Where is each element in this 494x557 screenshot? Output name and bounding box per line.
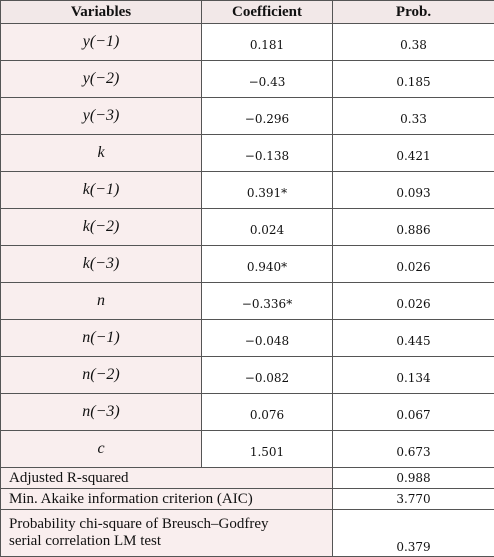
variable-cell: n(−3) <box>1 394 202 431</box>
variable-cell: n <box>1 283 202 320</box>
stat-label: Min. Akaike information criterion (AIC) <box>1 489 333 510</box>
variable-cell: k <box>1 135 202 172</box>
prob-cell: 0.134 <box>333 357 494 394</box>
coefficient-cell: −0.336* <box>202 283 333 320</box>
variable-cell: n(−2) <box>1 357 202 394</box>
table-row: k(−2) 0.024 0.886 <box>1 209 494 246</box>
coefficient-cell: −0.082 <box>202 357 333 394</box>
variable-cell: y(−2) <box>1 61 202 98</box>
table-row: k −0.138 0.421 <box>1 135 494 172</box>
table-row: k(−3) 0.940* 0.026 <box>1 246 494 283</box>
prob-cell: 0.185 <box>333 61 494 98</box>
coefficient-cell: −0.43 <box>202 61 333 98</box>
coefficient-cell: 1.501 <box>202 431 333 468</box>
prob-cell: 0.026 <box>333 246 494 283</box>
variable-cell: y(−3) <box>1 98 202 135</box>
coefficient-cell: 0.024 <box>202 209 333 246</box>
prob-cell: 0.886 <box>333 209 494 246</box>
stat-row-aic: Min. Akaike information criterion (AIC) … <box>1 489 494 510</box>
table-row: c 1.501 0.673 <box>1 431 494 468</box>
prob-cell: 0.445 <box>333 320 494 357</box>
stat-label-line-2: serial correlation LM test <box>9 533 332 550</box>
coefficient-cell: 0.076 <box>202 394 333 431</box>
table-row: n −0.336* 0.026 <box>1 283 494 320</box>
coefficient-cell: −0.048 <box>202 320 333 357</box>
prob-cell: 0.38 <box>333 24 494 61</box>
variable-cell: n(−1) <box>1 320 202 357</box>
prob-cell: 0.421 <box>333 135 494 172</box>
prob-cell: 0.026 <box>333 283 494 320</box>
coefficient-cell: 0.181 <box>202 24 333 61</box>
coefficient-cell: 0.391* <box>202 172 333 209</box>
stat-label: Adjusted R-squared <box>1 468 333 489</box>
prob-cell: 0.33 <box>333 98 494 135</box>
table-row: k(−1) 0.391* 0.093 <box>1 172 494 209</box>
variable-cell: k(−1) <box>1 172 202 209</box>
coefficient-cell: −0.296 <box>202 98 333 135</box>
stat-value: 0.988 <box>333 468 494 489</box>
prob-cell: 0.673 <box>333 431 494 468</box>
table-row: y(−3) −0.296 0.33 <box>1 98 494 135</box>
header-variables: Variables <box>1 1 202 24</box>
stat-row-lm-test: Probability chi-square of Breusch–Godfre… <box>1 510 494 557</box>
table-row: y(−1) 0.181 0.38 <box>1 24 494 61</box>
variable-cell: k(−2) <box>1 209 202 246</box>
table-row: n(−1) −0.048 0.445 <box>1 320 494 357</box>
header-prob: Prob. <box>333 1 494 24</box>
prob-cell: 0.067 <box>333 394 494 431</box>
table-row: y(−2) −0.43 0.185 <box>1 61 494 98</box>
table-row: n(−3) 0.076 0.067 <box>1 394 494 431</box>
coefficient-cell: 0.940* <box>202 246 333 283</box>
stat-label-line-1: Probability chi-square of Breusch–Godfre… <box>9 516 332 533</box>
coefficient-cell: −0.138 <box>202 135 333 172</box>
stat-row-adjusted-r-squared: Adjusted R-squared 0.988 <box>1 468 494 489</box>
variable-cell: y(−1) <box>1 24 202 61</box>
stat-value: 3.770 <box>333 489 494 510</box>
prob-cell: 0.093 <box>333 172 494 209</box>
header-coefficient: Coefficient <box>202 1 333 24</box>
stat-value: 0.379 <box>333 510 494 557</box>
stat-label: Probability chi-square of Breusch–Godfre… <box>1 510 333 557</box>
variable-cell: k(−3) <box>1 246 202 283</box>
header-row: Variables Coefficient Prob. <box>1 1 494 24</box>
variable-cell: c <box>1 431 202 468</box>
table-row: n(−2) −0.082 0.134 <box>1 357 494 394</box>
